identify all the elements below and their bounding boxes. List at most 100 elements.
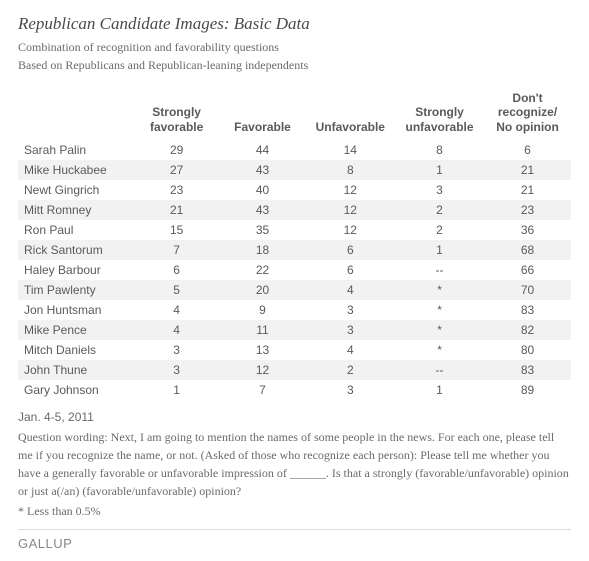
candidate-name: Haley Barbour xyxy=(18,260,134,280)
col-header-favorable: Favorable xyxy=(219,87,305,140)
cell-value: * xyxy=(395,300,484,320)
gallup-brand: GALLUP xyxy=(18,529,571,551)
col-header-name xyxy=(18,87,134,140)
table-row: Jon Huntsman493*83 xyxy=(18,300,571,320)
candidate-name: Newt Gingrich xyxy=(18,180,134,200)
cell-value: 36 xyxy=(484,220,571,240)
cell-value: 21 xyxy=(484,180,571,200)
cell-value: 4 xyxy=(306,280,395,300)
cell-value: 21 xyxy=(134,200,219,220)
table-row: Mike Pence4113*82 xyxy=(18,320,571,340)
cell-value: 43 xyxy=(219,200,305,220)
cell-value: 1 xyxy=(134,380,219,400)
cell-value: 35 xyxy=(219,220,305,240)
cell-value: 3 xyxy=(134,360,219,380)
cell-value: 9 xyxy=(219,300,305,320)
cell-value: 12 xyxy=(306,200,395,220)
cell-value: 83 xyxy=(484,360,571,380)
cell-value: 22 xyxy=(219,260,305,280)
cell-value: 8 xyxy=(306,160,395,180)
col-header-dont-recognize: Don't recognize/ No opinion xyxy=(484,87,571,140)
cell-value: 1 xyxy=(395,240,484,260)
cell-value: 6 xyxy=(484,140,571,160)
cell-value: 20 xyxy=(219,280,305,300)
col-header-strongly-unfavorable: Strongly unfavorable xyxy=(395,87,484,140)
cell-value: * xyxy=(395,320,484,340)
candidate-name: Tim Pawlenty xyxy=(18,280,134,300)
chart-title: Republican Candidate Images: Basic Data xyxy=(18,14,571,34)
cell-value: 23 xyxy=(134,180,219,200)
table-row: John Thune3122--83 xyxy=(18,360,571,380)
col-header-unfavorable: Unfavorable xyxy=(306,87,395,140)
cell-value: 6 xyxy=(306,260,395,280)
cell-value: 2 xyxy=(306,360,395,380)
candidate-name: Mitt Romney xyxy=(18,200,134,220)
cell-value: 82 xyxy=(484,320,571,340)
cell-value: 1 xyxy=(395,380,484,400)
candidate-name: Jon Huntsman xyxy=(18,300,134,320)
cell-value: 2 xyxy=(395,220,484,240)
cell-value: 14 xyxy=(306,140,395,160)
cell-value: 21 xyxy=(484,160,571,180)
table-header-row: Strongly favorable Favorable Unfavorable… xyxy=(18,87,571,140)
cell-value: 70 xyxy=(484,280,571,300)
cell-value: 3 xyxy=(306,380,395,400)
cell-value: 12 xyxy=(306,220,395,240)
candidate-name: Sarah Palin xyxy=(18,140,134,160)
cell-value: 29 xyxy=(134,140,219,160)
cell-value: 66 xyxy=(484,260,571,280)
cell-value: -- xyxy=(395,260,484,280)
cell-value: 27 xyxy=(134,160,219,180)
cell-value: 3 xyxy=(306,300,395,320)
cell-value: 12 xyxy=(219,360,305,380)
cell-value: * xyxy=(395,280,484,300)
survey-date: Jan. 4-5, 2011 xyxy=(18,410,571,424)
cell-value: 3 xyxy=(395,180,484,200)
cell-value: 4 xyxy=(134,320,219,340)
table-row: Newt Gingrich234012321 xyxy=(18,180,571,200)
cell-value: 11 xyxy=(219,320,305,340)
candidate-name: Gary Johnson xyxy=(18,380,134,400)
subtitle-2: Based on Republicans and Republican-lean… xyxy=(18,58,571,73)
table-row: Haley Barbour6226--66 xyxy=(18,260,571,280)
table-row: Sarah Palin29441486 xyxy=(18,140,571,160)
cell-value: 80 xyxy=(484,340,571,360)
cell-value: 7 xyxy=(134,240,219,260)
cell-value: 83 xyxy=(484,300,571,320)
table-row: Mitt Romney214312223 xyxy=(18,200,571,220)
table-row: Gary Johnson173189 xyxy=(18,380,571,400)
cell-value: 68 xyxy=(484,240,571,260)
cell-value: 8 xyxy=(395,140,484,160)
cell-value: 40 xyxy=(219,180,305,200)
table-row: Tim Pawlenty5204*70 xyxy=(18,280,571,300)
cell-value: * xyxy=(395,340,484,360)
cell-value: 12 xyxy=(306,180,395,200)
cell-value: 13 xyxy=(219,340,305,360)
cell-value: 44 xyxy=(219,140,305,160)
cell-value: 7 xyxy=(219,380,305,400)
cell-value: 2 xyxy=(395,200,484,220)
data-table: Strongly favorable Favorable Unfavorable… xyxy=(18,87,571,400)
candidate-name: Rick Santorum xyxy=(18,240,134,260)
candidate-name: Mike Pence xyxy=(18,320,134,340)
cell-value: 1 xyxy=(395,160,484,180)
cell-value: 4 xyxy=(306,340,395,360)
candidate-name: Mitch Daniels xyxy=(18,340,134,360)
candidate-name: John Thune xyxy=(18,360,134,380)
cell-value: 3 xyxy=(306,320,395,340)
table-row: Rick Santorum7186168 xyxy=(18,240,571,260)
candidate-name: Mike Huckabee xyxy=(18,160,134,180)
col-header-strongly-favorable: Strongly favorable xyxy=(134,87,219,140)
cell-value: 18 xyxy=(219,240,305,260)
cell-value: 43 xyxy=(219,160,305,180)
cell-value: 4 xyxy=(134,300,219,320)
cell-value: 5 xyxy=(134,280,219,300)
subtitle-1: Combination of recognition and favorabil… xyxy=(18,40,571,55)
cell-value: 15 xyxy=(134,220,219,240)
table-row: Ron Paul153512236 xyxy=(18,220,571,240)
cell-value: 89 xyxy=(484,380,571,400)
footnote: * Less than 0.5% xyxy=(18,504,571,519)
question-wording: Question wording: Next, I am going to me… xyxy=(18,428,571,500)
cell-value: 6 xyxy=(134,260,219,280)
cell-value: 23 xyxy=(484,200,571,220)
